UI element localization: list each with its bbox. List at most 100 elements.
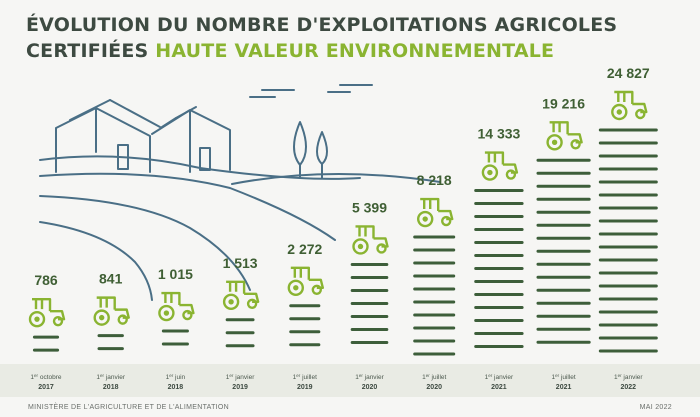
date-day: 1 [293,374,297,381]
footer-date: MAI 2022 [639,404,672,411]
date-month: janvier [492,374,514,381]
tractor-front-wheel [246,298,258,309]
date-day: 1 [30,374,34,381]
footer-ministry: MINISTÈRE DE L'AGRICULTURE ET DE L'ALIME… [28,404,230,411]
date-axis-band [0,364,700,397]
tree-1 [293,121,307,179]
date-suffix: er [618,373,623,378]
tractor-hub [551,139,558,145]
tractor-rear-wheel [352,238,369,255]
house-2 [151,109,231,173]
date-year: 2022 [621,384,637,391]
tree-2 [316,131,328,179]
tractor-front-wheel [52,315,64,327]
date-month: juillet [430,374,447,381]
tractor-front-wheel [570,139,581,150]
date-day: 1 [166,374,170,381]
tractor-hub [422,216,428,222]
value-label: 19 216 [542,95,585,111]
tractor-icon [611,90,648,121]
tractor-cab [420,197,454,221]
bar-column: 8 218 1er juillet 2020 [413,172,456,391]
house-1 [55,99,151,173]
cloud-2 [327,84,373,93]
hill-line [39,195,251,291]
value-label: 841 [99,271,123,287]
tractor-cab [290,266,324,289]
bar-column: 786 1er octobre 2017 [28,272,66,391]
tractor-rear-wheel [28,310,46,328]
date-month: juin [173,374,185,381]
tractor-icon [28,297,66,328]
tractor-icon [417,197,454,228]
date-suffix: er [555,373,560,378]
date-day: 1 [226,374,230,381]
title-certified: CERTIFIÉES [26,40,149,62]
date-month: janvier [363,374,385,381]
value-label: 2 272 [287,241,322,257]
tractor-rear-wheel [481,164,499,181]
tractor-cab [32,297,66,321]
tractor-hub [34,316,40,322]
tractor-rear-wheel [158,304,175,322]
date-label: 1er janvier [614,373,643,382]
tractor-hub [228,299,234,305]
date-label: 1er juillet [293,373,317,382]
title-hve: HAUTE VALEUR ENVIRONNEMENTALE [155,40,555,62]
tractor-rear-wheel [287,279,304,296]
date-suffix: er [488,373,493,378]
tractor-cab [614,90,648,114]
tractor-front-wheel [117,314,128,325]
farm-landscape-illustration [39,84,441,301]
date-label: 1er juillet [422,373,446,382]
tractor-hub [487,169,493,176]
date-month: janvier [104,374,126,381]
tractor-cab [549,121,583,144]
tractor-hub [163,310,170,316]
tractor-icon [222,280,260,310]
bar-column: 24 827 1er janvier 2022 [598,65,658,391]
tractor-hub [616,109,622,115]
date-suffix: er [359,373,364,378]
date-day: 1 [422,374,426,381]
date-year: 2018 [103,384,119,391]
date-year: 2019 [297,384,313,391]
date-month: octobre [38,374,62,381]
tractor-icon [352,225,389,255]
tractor-icon [481,151,519,181]
tractor-icon [546,121,583,151]
bar-column: 841 1er janvier 2018 [93,271,130,391]
date-year: 2020 [362,384,378,391]
date-suffix: er [34,373,39,378]
house-2-roof [175,106,197,119]
hill-line [39,221,153,301]
tractor-cab [355,225,389,248]
tractor-rear-wheel [222,293,240,310]
tractor-hub [357,243,364,250]
date-day: 1 [96,374,100,381]
tractor-front-wheel [505,169,517,180]
tractor-cab [484,151,519,174]
date-month: juillet [300,374,317,381]
tractor-rear-wheel [546,134,563,151]
bar-column: 5 399 1er janvier 2020 [350,199,389,391]
bar-column: 19 216 1er juillet 2021 [536,95,591,391]
tractor-front-wheel [635,108,646,120]
date-label: 1er octobre [30,373,62,382]
date-suffix: er [100,373,105,378]
date-month: janvier [622,374,644,381]
date-day: 1 [485,374,489,381]
value-label: 1 513 [223,255,258,271]
tractor-hub [293,285,299,291]
tractor-icon [158,291,195,322]
bar-column: 2 272 1er juillet 2019 [287,241,324,391]
date-suffix: er [169,373,174,378]
tractor-front-wheel [441,215,452,227]
value-label: 1 015 [158,266,193,282]
tractor-front-wheel [311,284,322,295]
tractor-icon [287,266,324,296]
date-year: 2021 [491,384,507,391]
tractor-rear-wheel [417,210,434,228]
hill-line [231,172,441,185]
